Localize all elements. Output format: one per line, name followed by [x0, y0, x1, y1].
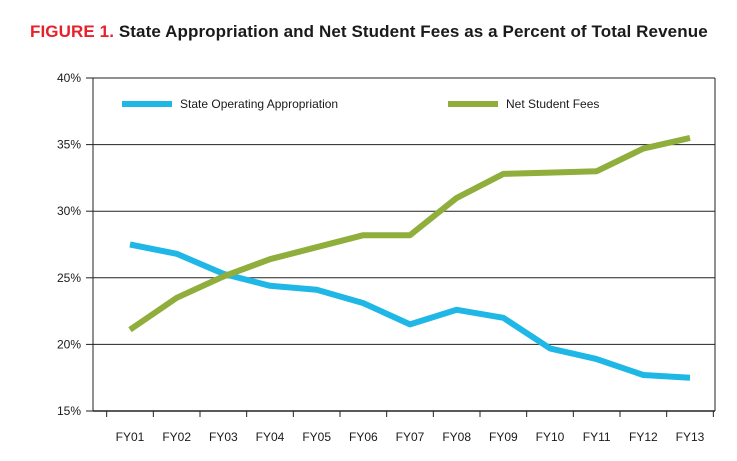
- x-tick-label: FY12: [629, 430, 658, 444]
- x-tick-label: FY09: [489, 430, 518, 444]
- x-tick-label: FY07: [396, 430, 425, 444]
- y-tick-label: 15%: [57, 404, 81, 418]
- chart-title: FIGURE 1. State Appropriation and Net St…: [30, 22, 708, 42]
- legend-label: Net Student Fees: [506, 97, 599, 111]
- x-tick-label: FY11: [583, 430, 611, 444]
- y-tick-label: 30%: [57, 204, 81, 218]
- x-tick-label: FY05: [302, 430, 331, 444]
- y-tick-label: 40%: [57, 71, 81, 85]
- y-tick-label: 35%: [57, 138, 81, 152]
- y-axis-tick-labels: 15% 20% 25% 30% 35% 40%: [57, 71, 81, 418]
- legend-label: State Operating Appropriation: [180, 97, 338, 111]
- series-lines: [128, 134, 691, 381]
- x-axis-tick-labels: FY01 FY02 FY03 FY04 FY05 FY06 FY07 FY08 FY09 FY10…: [116, 430, 705, 444]
- figure-title-text: State Appropriation and Net Student Fees…: [118, 22, 708, 41]
- x-tick-label: FY04: [256, 430, 285, 444]
- x-tick-label: FY13: [676, 430, 705, 444]
- x-tick-label: FY01: [116, 430, 145, 444]
- y-tick-label: 25%: [57, 271, 81, 285]
- x-tick-label: FY08: [442, 430, 471, 444]
- x-tick-label: FY10: [536, 430, 565, 444]
- x-tick-label: FY02: [162, 430, 191, 444]
- series-line-state-appropriation: [129, 241, 691, 381]
- axes: [86, 77, 716, 417]
- figure-label: FIGURE 1.: [30, 22, 115, 41]
- x-tick-label: FY06: [349, 430, 378, 444]
- gridlines: [93, 77, 715, 345]
- series-line-net-student-fees: [128, 134, 691, 333]
- y-tick-label: 20%: [57, 337, 81, 351]
- x-tick-label: FY03: [209, 430, 238, 444]
- legend: State Operating Appropriation Net Student…: [122, 97, 599, 111]
